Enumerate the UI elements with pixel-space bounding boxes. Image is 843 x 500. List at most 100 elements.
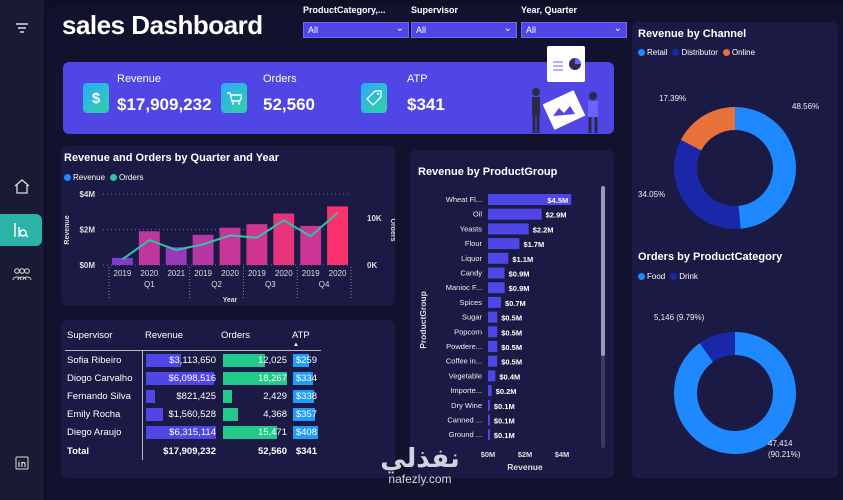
- legend-food[interactable]: Food: [638, 272, 665, 281]
- revenue-bar[interactable]: [488, 370, 496, 382]
- right-panel: Revenue by Channel Retail Distributor On…: [632, 22, 838, 478]
- category-label: Oil: [473, 210, 483, 219]
- revenue-bar[interactable]: [219, 227, 241, 265]
- revenue-bar[interactable]: [165, 247, 187, 265]
- y2-axis-title: Orders: [389, 219, 395, 242]
- total-label: Total: [67, 446, 89, 457]
- revenue-bar[interactable]: [488, 341, 498, 352]
- revenue-bar[interactable]: [488, 311, 498, 323]
- atp-bar: [293, 408, 315, 421]
- donut-slice-distributor[interactable]: [674, 139, 741, 229]
- legend-online[interactable]: Online: [722, 48, 755, 57]
- x-tick-label: 2020: [329, 269, 347, 278]
- data-label: $0.9M: [509, 284, 530, 293]
- revenue-bar[interactable]: [112, 257, 133, 265]
- table-row[interactable]: Diego Araujo $6,315,114 15,471 $408: [61, 425, 321, 441]
- scrollbar[interactable]: [601, 186, 605, 448]
- x-tick-label: 2020: [140, 269, 158, 278]
- revenue-bar[interactable]: [488, 296, 501, 308]
- users-icon[interactable]: [6, 258, 38, 290]
- revenue-bar[interactable]: [138, 231, 160, 265]
- home-icon[interactable]: [6, 170, 38, 202]
- donut-slice-drink[interactable]: [699, 331, 735, 362]
- column-header[interactable]: Supervisor: [67, 330, 113, 341]
- category-label: Powdere...: [446, 342, 482, 351]
- revenue-bar[interactable]: [488, 208, 542, 220]
- slicer-dropdown[interactable]: All ⌄: [303, 22, 409, 38]
- scrollbar-thumb[interactable]: [601, 186, 605, 356]
- revenue-bar[interactable]: [488, 414, 490, 426]
- slicer-value: All: [526, 25, 537, 35]
- revenue-bar[interactable]: [488, 282, 505, 294]
- slicer-dropdown[interactable]: All ⌄: [411, 22, 517, 38]
- channel-legend: Retail Distributor Online: [638, 48, 755, 57]
- revenue-bar[interactable]: [246, 224, 268, 265]
- legend-revenue[interactable]: Revenue: [64, 173, 105, 182]
- x-axis-title: Year: [223, 297, 238, 304]
- column-header[interactable]: Revenue: [145, 330, 184, 341]
- revenue-bar[interactable]: [488, 429, 490, 441]
- donut-slice-online[interactable]: [680, 107, 735, 151]
- linkedin-icon[interactable]: [6, 447, 38, 479]
- legend-distributor[interactable]: Distributor: [672, 48, 718, 57]
- legend-drink[interactable]: Drink: [670, 272, 698, 281]
- revenue-bar[interactable]: [488, 238, 520, 250]
- page-title: sales Dashboard: [62, 10, 263, 40]
- data-label: $1.7M: [523, 240, 544, 249]
- filter-icon[interactable]: [6, 12, 38, 44]
- supervisor-table-panel: Supervisor Revenue Orders ATP ▲ Sofia Ribeir…: [61, 320, 395, 478]
- revenue-bar[interactable]: [488, 399, 490, 411]
- y-tick-label: $2M: [79, 226, 95, 235]
- kpi-revenue-value: $17,909,232: [117, 95, 212, 114]
- slicer-value: All: [308, 25, 319, 35]
- data-label: $4.5M: [547, 196, 568, 205]
- orders-line[interactable]: [121, 212, 339, 261]
- sort-ascending-icon[interactable]: ▲: [293, 342, 299, 348]
- category-label: Yeasts: [460, 224, 482, 233]
- x-tick-label: 2020: [275, 269, 293, 278]
- y2-tick-label: 0K: [367, 261, 377, 270]
- revenue-bar[interactable]: [488, 326, 498, 338]
- chart-title: Revenue and Orders by Quarter and Year: [64, 152, 279, 164]
- supervisor-table: Supervisor Revenue Orders ATP ▲ Sofia Ribeir…: [61, 320, 395, 478]
- report-icon[interactable]: [0, 214, 42, 246]
- data-label: $0.1M: [494, 431, 515, 440]
- column-header[interactable]: ATP: [292, 330, 310, 341]
- donut-slice-retail[interactable]: [735, 107, 796, 229]
- atp-value: $408: [295, 427, 317, 438]
- legend-retail[interactable]: Retail: [638, 48, 667, 57]
- table-row[interactable]: Sofia Ribeiro $3,113,650 12,025 $259: [61, 353, 321, 369]
- revenue-bar[interactable]: [192, 234, 214, 265]
- category-label: Importe...: [450, 386, 482, 395]
- revenue-bar[interactable]: [488, 223, 529, 235]
- table-row[interactable]: Fernando Silva $821,425 2,429 $338: [61, 389, 321, 405]
- category-label: Liquor: [461, 254, 482, 263]
- revenue-bar[interactable]: [488, 385, 492, 397]
- data-label: $0.4M: [499, 372, 520, 381]
- total-revenue: $17,909,232: [163, 446, 216, 457]
- chevron-down-icon: ⌄: [613, 23, 622, 34]
- revenue-bar[interactable]: [327, 206, 348, 265]
- revenue-bar[interactable]: [273, 213, 295, 265]
- revenue-bar[interactable]: [488, 194, 572, 205]
- revenue-bar: [146, 390, 156, 403]
- category-label: Dry Wine: [451, 401, 482, 410]
- revenue-bar[interactable]: [488, 252, 509, 264]
- y-axis-title: ProductGroup: [418, 291, 428, 349]
- data-label: $0.7M: [505, 299, 526, 308]
- revenue-bar[interactable]: [488, 355, 498, 367]
- revenue-bar[interactable]: [488, 267, 505, 279]
- category-label: Coffee in...: [446, 357, 482, 366]
- donut-slice-food[interactable]: [674, 332, 796, 454]
- column-header[interactable]: Orders: [221, 330, 251, 341]
- orders-bar: [223, 354, 266, 367]
- table-row[interactable]: Diogo Carvalho $6,098,516 18,267 $334: [61, 371, 321, 387]
- table-row[interactable]: Emily Rocha $1,560,528 4,368 $357: [61, 407, 321, 423]
- atp-bar: [293, 390, 314, 403]
- slicer-dropdown[interactable]: All ⌄: [521, 22, 627, 38]
- kpi-atp-value: $341: [407, 95, 445, 114]
- revenue-bar[interactable]: [300, 225, 322, 265]
- slicer-label: Year, Quarter: [521, 5, 578, 15]
- data-label: $2.9M: [546, 211, 567, 220]
- legend-orders[interactable]: Orders: [110, 173, 143, 182]
